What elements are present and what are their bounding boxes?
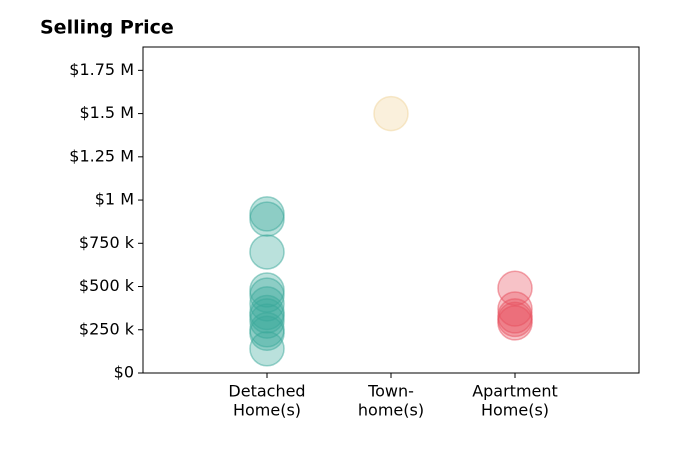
y-tick-label: $250 k — [79, 319, 135, 338]
point — [249, 303, 285, 339]
x-tick-label: home(s) — [358, 401, 424, 420]
x-tick-label: Home(s) — [481, 401, 549, 420]
point — [249, 196, 285, 232]
x-tick-label: Detached — [228, 382, 305, 401]
x-tick-label: Apartment — [472, 382, 558, 401]
x-tick-label: Home(s) — [233, 401, 301, 420]
y-tick-label: $1 M — [95, 190, 134, 209]
point — [249, 234, 285, 270]
y-tick-label: $750 k — [79, 233, 135, 252]
point — [249, 201, 285, 237]
y-tick-label: $1.75 M — [69, 60, 134, 79]
point — [497, 305, 533, 341]
chart-title: Selling Price — [40, 17, 174, 39]
point — [373, 95, 409, 132]
point — [249, 315, 285, 351]
x-tick-label: Town- — [367, 382, 414, 401]
y-tick-label: $1.5 M — [79, 103, 134, 122]
y-tick-label: $1.25 M — [69, 146, 134, 165]
point — [249, 331, 285, 367]
y-tick-label: $0 — [114, 363, 134, 382]
y-tick-label: $500 k — [79, 276, 135, 295]
